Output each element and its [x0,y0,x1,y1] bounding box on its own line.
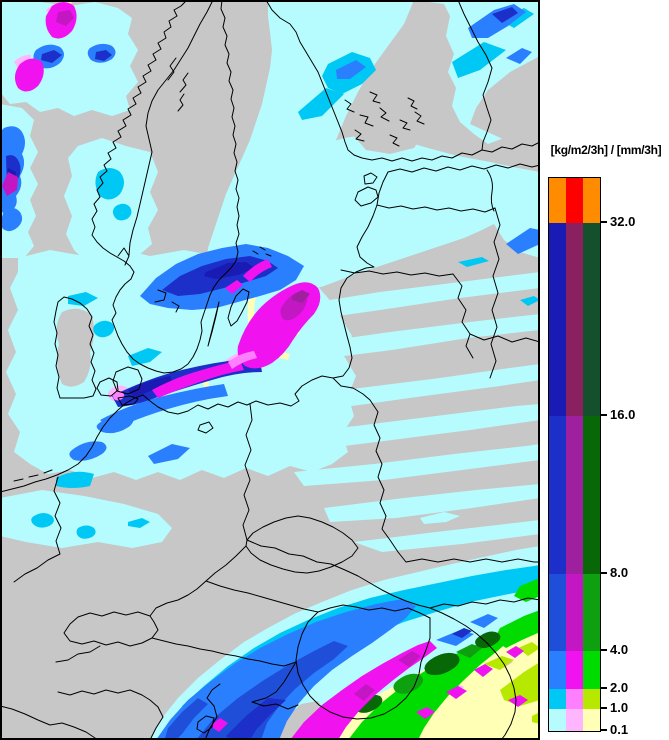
tick-mark [600,221,607,223]
colorbar-band [549,689,600,709]
precip-layer-vheavy-snow [393,644,482,694]
tick-label: 4.0 [610,642,629,657]
tick-mark [600,707,607,709]
map-canvas [0,0,541,740]
colorbar-band [549,223,600,416]
colorbar-band [549,416,600,574]
colorbar-band [549,574,600,651]
colorbar-cell [583,651,600,689]
tick-mark [600,729,607,731]
tick-label: 32.0 [610,214,636,229]
legend-title: [kg/m2/3h] / [mm/3h] [550,143,662,157]
legend-ticks: 32.0 16.0 8.0 4.0 2.0 1.0 0.1 [600,177,669,737]
colorbar-cell [549,574,566,651]
colorbar-cell [566,574,583,651]
colorbar-cell [566,689,583,709]
precip-layer-heavy-snow [224,578,540,740]
colorbar-cell [549,651,566,689]
dry-gaps [56,56,540,740]
colorbar-cell [549,416,566,574]
precip-layer-moderate-snow [306,642,540,738]
colorbar-cell [583,223,600,416]
tick-mark [600,649,607,651]
colorbar-cell [583,689,600,709]
tick-label: 1.0 [610,700,629,715]
colorbar-cell [566,178,583,223]
colorbar-cell [583,416,600,574]
precip-layer-vheavy-rain [164,641,348,740]
tick-label: 16.0 [610,407,636,422]
colorbar-cell [583,709,600,731]
colorbar-cell [549,689,566,709]
colorbar-cell [583,178,600,223]
colorbar-band [549,651,600,689]
colorbar-cell [549,709,566,731]
colorbar-cell [583,574,600,651]
tick-label: 0.1 [610,722,629,737]
tick-label: 8.0 [610,565,629,580]
precipitation-map [0,0,541,740]
colorbar-band [549,709,600,731]
borders-layer [0,0,541,740]
precip-layer-extreme-snow [355,631,501,713]
colorbar-cell [566,709,583,731]
tick-mark [600,414,607,416]
precip-layer-light-pink [113,351,257,401]
map-frame [0,0,540,740]
colorbar-cell [566,416,583,574]
legend-colorbar [548,177,601,732]
tick-label: 2.0 [610,680,629,695]
colorbar-cell [566,223,583,416]
precip-layer-intense-mixed [292,290,310,303]
colorbar-cell [549,223,566,416]
colorbar-cell [549,178,566,223]
colorbar-band [549,178,600,223]
tick-mark [600,687,607,689]
tick-mark [600,572,607,574]
colorbar-cell [566,651,583,689]
